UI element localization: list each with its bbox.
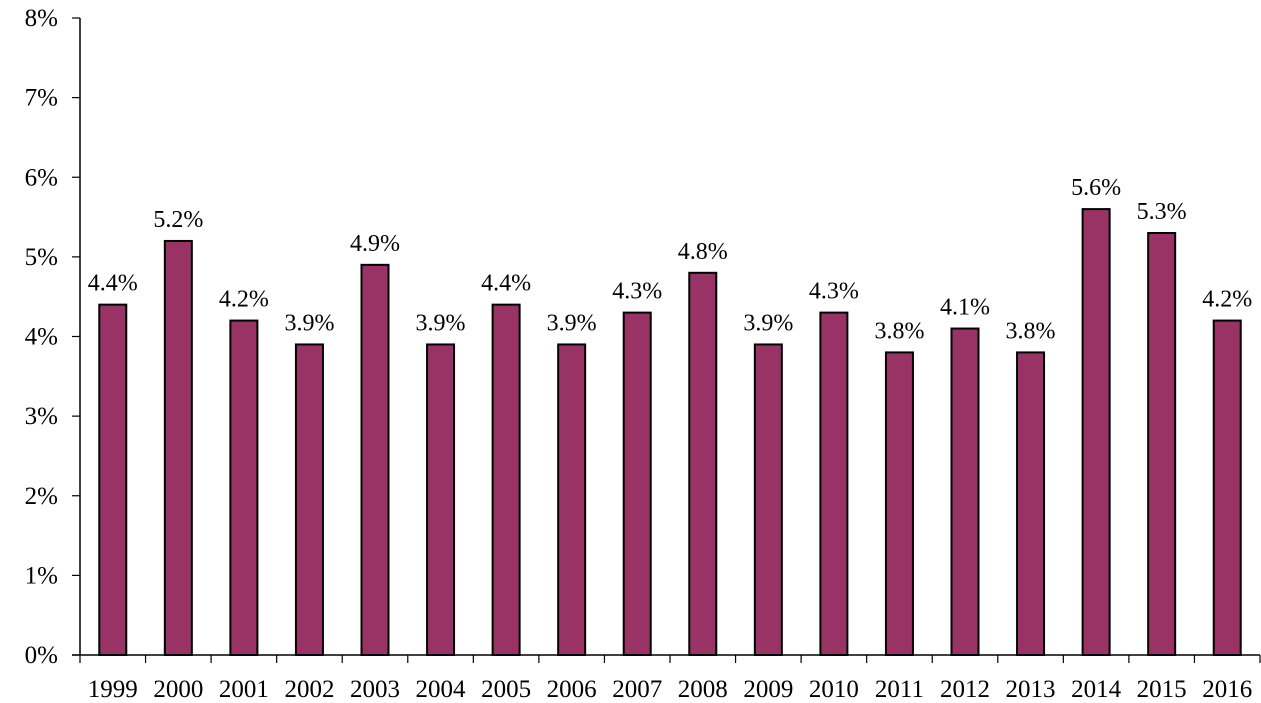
data-label-2007: 4.3%: [612, 279, 662, 305]
x-tick-label: 2002: [284, 676, 334, 703]
bars: [98, 208, 1242, 657]
bar-2014: [1081, 208, 1111, 656]
y-tick-label: 7%: [25, 85, 58, 112]
data-label-2004: 3.9%: [416, 310, 466, 336]
data-label-2001: 4.2%: [219, 287, 269, 313]
data-label-2013: 3.8%: [1006, 318, 1056, 344]
y-tick-label: 1%: [25, 562, 58, 589]
x-tick-label: 2003: [350, 676, 400, 703]
x-tick-label: 2011: [875, 676, 924, 703]
x-tick-label: 2014: [1071, 676, 1122, 703]
data-label-2012: 4.1%: [940, 295, 990, 321]
x-tick-label: 2001: [219, 676, 269, 703]
bar-2011: [884, 351, 914, 656]
data-label-2014: 5.6%: [1071, 175, 1121, 201]
bar-2001: [229, 319, 259, 656]
y-axis: 0% 1% 2% 3% 4% 5% 6% 7% 8%: [25, 5, 81, 669]
data-label-2009: 3.9%: [743, 310, 793, 336]
y-tick-label: 2%: [25, 483, 58, 510]
bar-2009: [753, 343, 783, 656]
x-tick-label: 2008: [678, 676, 728, 703]
data-label-2005: 4.4%: [481, 271, 531, 297]
data-label-2002: 3.9%: [284, 310, 334, 336]
y-tick-label: 5%: [25, 244, 58, 271]
data-label-2003: 4.9%: [350, 231, 400, 257]
y-tick-label: 3%: [25, 403, 58, 430]
x-tick-label: 2004: [416, 676, 467, 703]
x-tick-label: 2005: [481, 676, 531, 703]
bar-2005: [491, 303, 521, 656]
x-tick-label: 2007: [612, 676, 662, 703]
x-tick-label: 2016: [1202, 676, 1252, 703]
bar-1999: [98, 303, 128, 656]
data-label-1999: 4.4%: [88, 271, 138, 297]
data-label-2008: 4.8%: [678, 239, 728, 265]
bar-2002: [294, 343, 324, 656]
x-tick-label: 2000: [153, 676, 203, 703]
bar-2008: [688, 271, 718, 656]
x-tick-label: 2010: [809, 676, 859, 703]
data-label-2015: 5.3%: [1137, 199, 1187, 225]
bar-2016: [1212, 319, 1242, 656]
y-tick-label: 0%: [25, 642, 58, 669]
data-labels: 4.4% 5.2% 4.2% 3.9% 4.9% 3.9% 4.4% 3.9% 4.3% 4.8%…: [88, 175, 1252, 344]
bar-2015: [1147, 231, 1177, 657]
x-tick-label: 1999: [88, 676, 138, 703]
x-axis: 1999 2000 2001 2002 2003 2004 2005 2006 2007 2008…: [72, 654, 1261, 703]
bar-2013: [1016, 351, 1046, 656]
x-tick-label: 2009: [743, 676, 793, 703]
x-tick-label: 2013: [1006, 676, 1056, 703]
data-label-2016: 4.2%: [1202, 287, 1252, 313]
x-tick-label: 2012: [940, 676, 990, 703]
data-label-2010: 4.3%: [809, 279, 859, 305]
bar-2006: [557, 343, 587, 656]
x-tick-label: 2006: [547, 676, 597, 703]
bar-2007: [622, 311, 652, 656]
bar-2003: [360, 263, 390, 656]
data-label-2011: 3.8%: [874, 318, 924, 344]
data-label-2000: 5.2%: [153, 207, 203, 233]
bar-2010: [819, 311, 849, 656]
bar-2004: [426, 343, 456, 656]
y-tick-label: 8%: [25, 5, 58, 32]
bar-2012: [950, 327, 980, 656]
data-label-2006: 3.9%: [547, 310, 597, 336]
bar-2000: [163, 239, 193, 656]
y-tick-label: 4%: [25, 324, 58, 351]
y-tick-label: 6%: [25, 164, 58, 191]
x-tick-label: 2015: [1137, 676, 1187, 703]
